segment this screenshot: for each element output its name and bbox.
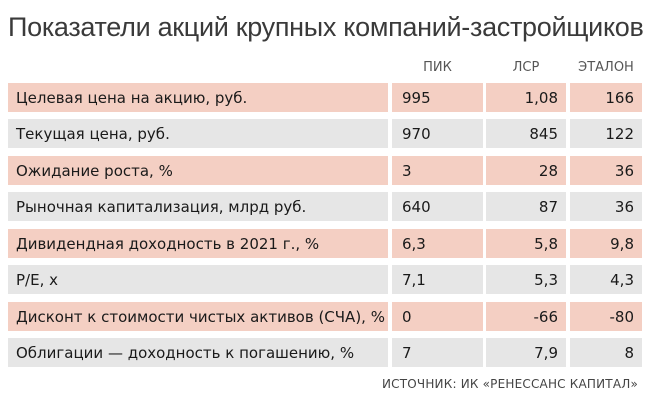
row-value-pik: 3 [392, 156, 483, 185]
row-value-lsr: 845 [486, 119, 566, 148]
column-header-lsr: ЛСР [512, 60, 540, 75]
row-value-etalon: 36 [570, 156, 642, 185]
row-label: P/E, x [8, 265, 388, 294]
row-value-pik: 6,3 [392, 229, 483, 258]
row-value-pik: 7 [392, 338, 483, 367]
row-value-pik: 970 [392, 119, 483, 148]
row-label: Текущая цена, руб. [8, 119, 388, 148]
row-value-pik: 640 [392, 192, 483, 221]
row-label: Ожидание роста, % [8, 156, 388, 185]
row-value-lsr: -66 [486, 302, 566, 331]
row-value-lsr: 1,08 [486, 83, 566, 112]
row-value-etalon: 122 [570, 119, 642, 148]
column-header-etalon: ЭТАЛОН [578, 60, 634, 75]
row-value-etalon: 9,8 [570, 229, 642, 258]
row-label: Рыночная капитализация, млрд руб. [8, 192, 388, 221]
row-value-lsr: 87 [486, 192, 566, 221]
row-label: Целевая цена на акцию, руб. [8, 83, 388, 112]
row-label: Дисконт к стоимости чистых активов (СЧА)… [8, 302, 388, 331]
row-value-etalon: 8 [570, 338, 642, 367]
row-value-etalon: 4,3 [570, 265, 642, 294]
row-label: Дивидендная доходность в 2021 г., % [8, 229, 388, 258]
row-value-lsr: 28 [486, 156, 566, 185]
row-value-etalon: 36 [570, 192, 642, 221]
row-value-pik: 7,1 [392, 265, 483, 294]
row-value-lsr: 5,8 [486, 229, 566, 258]
source-note: ИСТОЧНИК: ИК «РЕНЕССАНС КАПИТАЛ» [381, 377, 638, 391]
row-value-lsr: 5,3 [486, 265, 566, 294]
row-value-pik: 0 [392, 302, 483, 331]
row-value-lsr: 7,9 [486, 338, 566, 367]
column-header-pik: ПИК [423, 60, 452, 75]
row-value-etalon: -80 [570, 302, 642, 331]
row-label: Облигации — доходность к погашению, % [8, 338, 388, 367]
page-title: Показатели акций крупных компаний-застро… [8, 12, 644, 42]
row-value-pik: 995 [392, 83, 483, 112]
row-value-etalon: 166 [570, 83, 642, 112]
